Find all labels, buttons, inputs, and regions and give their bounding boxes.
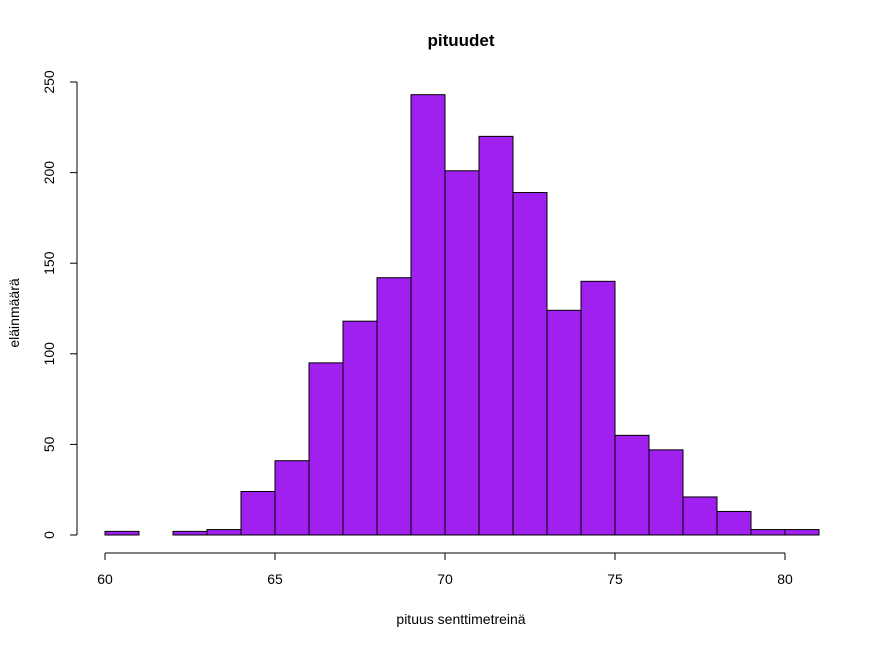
y-tick-label-0: 0	[41, 531, 57, 539]
x-tick-label-70: 70	[437, 571, 453, 587]
histogram-bar-79-80	[750, 529, 786, 536]
histogram-bar-65-66	[274, 460, 310, 536]
histogram-bar-80-81	[784, 529, 820, 536]
histogram-bar-73-74	[546, 309, 582, 536]
x-tick-label-65: 65	[267, 571, 283, 587]
histogram-bar-76-77	[648, 449, 684, 536]
y-tick-label-250: 250	[41, 70, 57, 94]
x-tick-label-60: 60	[97, 571, 113, 587]
histogram-bar-62-63	[172, 530, 208, 536]
chart-title: pituudet	[427, 31, 494, 50]
x-axis: 60 65 70 75 80	[97, 552, 793, 587]
histogram-bar-68-69	[376, 277, 412, 536]
histogram-bar-71-72	[478, 135, 514, 536]
x-tick-label-80: 80	[777, 571, 793, 587]
histogram-bar-66-67	[308, 362, 344, 536]
y-axis: 0 50 100 150 200 250	[41, 70, 78, 539]
histogram-bar-63-64	[206, 529, 242, 536]
bars-group	[104, 94, 820, 536]
histogram-bar-75-76	[614, 434, 650, 536]
histogram-bar-67-68	[342, 320, 378, 536]
histogram-bar-74-75	[580, 280, 616, 536]
x-axis-label: pituus senttimetreinä	[396, 611, 525, 627]
y-tick-label-200: 200	[41, 161, 57, 185]
histogram-bar-72-73	[512, 192, 548, 536]
x-tick-label-75: 75	[607, 571, 623, 587]
y-tick-label-150: 150	[41, 251, 57, 275]
histogram-bar-70-71	[444, 170, 480, 536]
histogram-bar-69-70	[410, 94, 446, 536]
histogram-bar-60-61	[104, 530, 140, 536]
histogram-bar-64-65	[240, 491, 276, 536]
y-axis-label: eläinmäärä	[6, 278, 22, 347]
y-tick-label-100: 100	[41, 342, 57, 366]
histogram-bar-77-78	[682, 496, 718, 536]
histogram-bar-78-79	[716, 510, 752, 536]
y-tick-label-50: 50	[41, 436, 57, 452]
